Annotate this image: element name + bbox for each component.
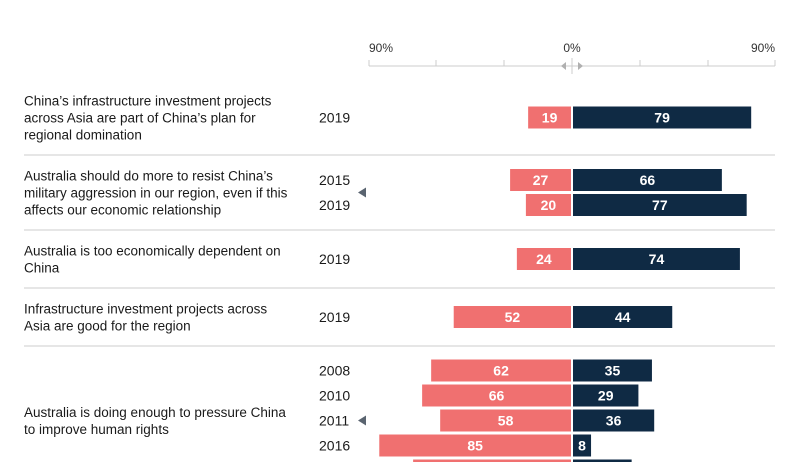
bar-left — [431, 359, 571, 382]
statement-line: regional domination — [24, 128, 142, 143]
bar-left-value: 20 — [541, 197, 557, 213]
statement-line: military aggression in our region, even … — [24, 186, 288, 201]
year-label: 2019 — [319, 309, 350, 325]
bar-left — [525, 194, 571, 216]
bar-right-value: 8 — [578, 438, 586, 454]
year-label: 2019 — [319, 110, 350, 126]
bar-right-value: 35 — [605, 363, 621, 379]
bar-right — [573, 459, 632, 462]
bar-right — [573, 194, 747, 216]
year-label: 2011 — [319, 413, 349, 429]
bar-right-value: 79 — [654, 110, 670, 126]
year-label: 2010 — [319, 388, 350, 404]
bar-left-value: 85 — [467, 438, 483, 454]
axis-label-right: 90% — [751, 41, 775, 55]
axis-label-center: 0% — [563, 41, 581, 55]
bar-right — [573, 384, 639, 407]
axis-arrow-right-icon — [578, 62, 583, 70]
statement-line: Australia should do more to resist China… — [24, 169, 273, 184]
bar-right — [573, 434, 592, 457]
bar-right-value: 66 — [640, 172, 656, 188]
bar-right — [573, 409, 655, 432]
year-label: 2016 — [319, 438, 350, 454]
bar-right — [573, 359, 652, 382]
statement-line: to improve human rights — [24, 422, 169, 437]
bar-left-value: 19 — [542, 110, 558, 126]
bar-right-value: 36 — [606, 413, 622, 429]
bar-right-value: 74 — [649, 251, 665, 267]
bar-left — [516, 248, 571, 270]
bar-left — [422, 384, 571, 407]
bar-left — [453, 306, 571, 328]
year-label: 2008 — [319, 363, 350, 379]
bar-left-value: 58 — [498, 413, 514, 429]
bar-left — [528, 106, 571, 129]
statement-line: affects our economic relationship — [24, 203, 221, 218]
group-marker-icon — [358, 187, 366, 198]
bar-left — [413, 459, 571, 462]
bar-right — [573, 306, 673, 328]
bar-left — [379, 434, 571, 457]
statement-line: Asia are good for the region — [24, 319, 191, 334]
bar-right-value: 77 — [652, 197, 668, 213]
statement-line: China — [24, 261, 60, 276]
statement-line: Australia is doing enough to pressure Ch… — [24, 405, 286, 420]
statement-line: China’s infrastructure investment projec… — [24, 94, 272, 109]
statement-line: Infrastructure investment projects acros… — [24, 302, 267, 317]
bar-left-value: 66 — [489, 388, 505, 404]
bar-right — [573, 248, 740, 270]
bar-right-value: 44 — [615, 309, 631, 325]
year-label: 2019 — [319, 251, 350, 267]
statement-line: across Asia are part of China’s plan for — [24, 111, 256, 126]
bar-left — [440, 409, 571, 432]
bar-right — [573, 169, 722, 191]
axis-label-left: 90% — [369, 41, 393, 55]
group-marker-icon — [358, 415, 366, 426]
bar-right — [573, 106, 752, 129]
year-label: 2019 — [319, 197, 350, 213]
bar-left-value: 62 — [493, 363, 509, 379]
bar-left-value: 27 — [533, 172, 549, 188]
bar-left-value: 52 — [505, 309, 521, 325]
year-label: 2015 — [319, 172, 350, 188]
bar-right-value: 29 — [598, 388, 614, 404]
statement-line: Australia is too economically dependent … — [24, 244, 281, 259]
bar-left-value: 24 — [536, 251, 552, 267]
axis-arrow-left-icon — [561, 62, 566, 70]
bar-left — [510, 169, 571, 191]
